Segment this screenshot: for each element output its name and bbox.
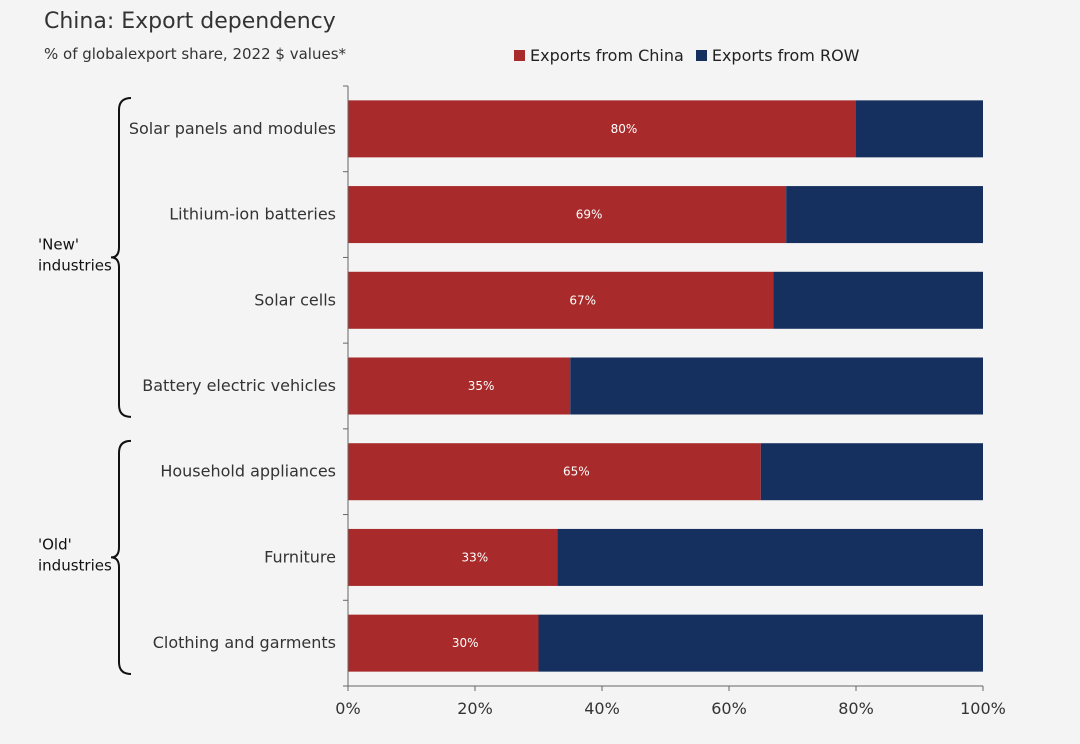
- bar-row: [760, 443, 983, 501]
- bar-row: [570, 357, 983, 415]
- legend-label-china: Exports from China: [530, 46, 684, 65]
- bar-china: [348, 614, 539, 672]
- x-tick-label: 40%: [584, 699, 620, 718]
- data-label: 35%: [468, 379, 495, 393]
- data-label: 80%: [611, 122, 638, 136]
- bar-china: [348, 528, 558, 586]
- data-label: 33%: [461, 550, 488, 564]
- legend-swatch-china: [514, 50, 525, 61]
- bar-china: [348, 100, 856, 158]
- group-label: 'New': [38, 235, 79, 253]
- group-label: industries: [38, 256, 112, 274]
- x-tick-label: 80%: [838, 699, 874, 718]
- legend: Exports from China Exports from ROW: [514, 46, 859, 65]
- category-label: Solar panels and modules: [129, 119, 336, 138]
- x-tick-label: 100%: [960, 699, 1006, 718]
- bar-china: [348, 186, 787, 244]
- data-label: 67%: [569, 293, 596, 307]
- group-label: 'Old': [38, 535, 72, 553]
- legend-label-row: Exports from ROW: [711, 46, 860, 65]
- bar-row: [856, 100, 983, 158]
- group-label: industries: [38, 556, 112, 574]
- legend-item-china: Exports from China: [514, 46, 684, 65]
- chart-subtitle: % of globalexport share, 2022 $ values*: [44, 45, 347, 63]
- bar-china: [348, 271, 774, 329]
- data-label: 65%: [563, 465, 590, 479]
- category-label: Clothing and garments: [153, 633, 336, 652]
- data-label: 69%: [576, 208, 603, 222]
- legend-item-row: Exports from ROW: [695, 46, 860, 65]
- category-label: Household appliances: [160, 462, 336, 481]
- x-tick-label: 20%: [457, 699, 493, 718]
- category-label: Solar cells: [254, 290, 336, 309]
- x-tick-label: 0%: [335, 699, 360, 718]
- bar-row: [538, 614, 983, 672]
- legend-swatch-row: [695, 50, 707, 61]
- group-brace: [110, 97, 132, 418]
- bar-china: [348, 357, 571, 415]
- data-label: 30%: [452, 636, 479, 650]
- bar-china: [348, 443, 761, 501]
- bar-row: [786, 186, 983, 244]
- bar-row: [557, 528, 983, 586]
- group-brace: [110, 439, 132, 675]
- chart-title: China: Export dependency: [44, 9, 336, 34]
- category-label: Lithium-ion batteries: [169, 205, 336, 224]
- category-label: Battery electric vehicles: [142, 376, 336, 395]
- x-tick-label: 60%: [711, 699, 747, 718]
- bar-row: [773, 271, 983, 329]
- category-label: Furniture: [264, 547, 336, 566]
